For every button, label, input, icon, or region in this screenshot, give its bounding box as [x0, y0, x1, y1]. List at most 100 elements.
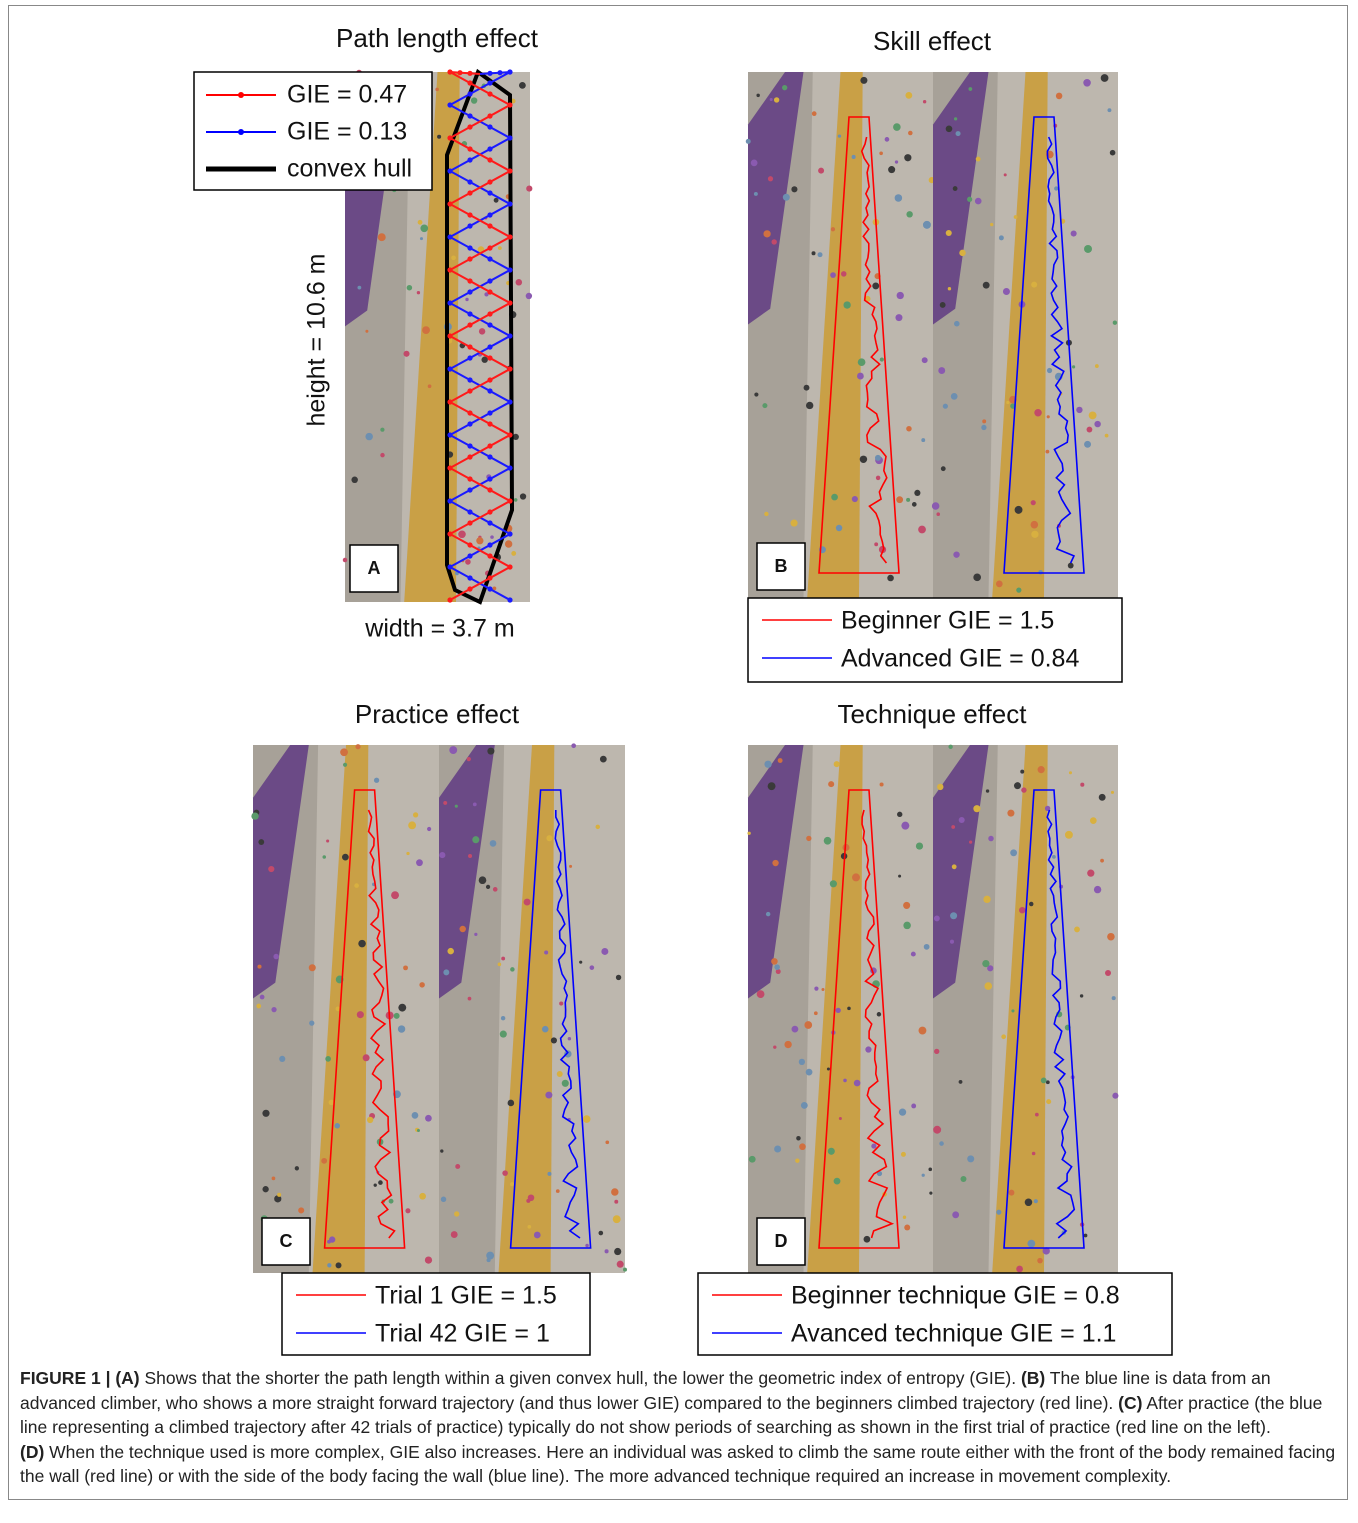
trajectory-point — [487, 278, 492, 283]
hold — [1047, 415, 1050, 418]
hold — [903, 1216, 906, 1219]
hold — [335, 1123, 340, 1128]
hold — [912, 502, 917, 507]
trajectory-point — [467, 377, 472, 382]
hold — [996, 581, 1003, 588]
hold — [487, 1258, 491, 1262]
hold — [953, 551, 959, 557]
caption: FIGURE 1 | (A) Shows that the shorter th… — [20, 1366, 1338, 1489]
trajectory-point — [487, 509, 492, 514]
hold — [545, 1092, 552, 1099]
trajectory-point — [467, 476, 472, 481]
hold — [336, 1262, 342, 1268]
hold — [756, 94, 759, 97]
hold — [1100, 859, 1104, 863]
hold — [1025, 1199, 1033, 1207]
hold — [605, 1140, 609, 1144]
panel-letter: D — [775, 1231, 788, 1251]
hold — [601, 948, 608, 955]
hold — [458, 530, 466, 538]
hold — [1113, 321, 1117, 325]
hold — [914, 490, 920, 496]
hold — [1001, 1034, 1006, 1039]
hold — [916, 842, 923, 849]
panel-title: Technique effect — [838, 699, 1028, 729]
hold — [749, 1156, 756, 1163]
hold — [1015, 506, 1023, 514]
hold — [906, 211, 912, 217]
hold — [895, 160, 898, 163]
hold — [981, 425, 986, 430]
panel-letter: A — [368, 558, 381, 578]
hold — [746, 139, 751, 144]
trajectory-point — [467, 421, 472, 426]
panel-letter: C — [280, 1231, 293, 1251]
trajectory-point — [507, 597, 512, 602]
hold — [801, 1102, 808, 1109]
hold — [783, 194, 790, 201]
hold — [904, 154, 911, 161]
trajectory-point — [487, 91, 492, 96]
hold — [932, 502, 940, 510]
hold — [865, 1046, 871, 1052]
hold — [443, 969, 449, 975]
trajectory-point — [487, 124, 492, 129]
hold — [412, 1112, 419, 1119]
hold — [1065, 831, 1073, 839]
caption-label: (C) — [1118, 1393, 1142, 1413]
hold — [830, 272, 836, 278]
hold — [571, 743, 576, 748]
hold — [791, 520, 798, 527]
trajectory-point — [487, 71, 492, 76]
hold — [841, 271, 846, 276]
hold — [1003, 288, 1010, 295]
hold — [510, 967, 515, 972]
hold — [812, 251, 816, 255]
hold — [839, 1117, 842, 1120]
hold — [831, 227, 835, 231]
hold — [486, 1252, 494, 1260]
hold — [799, 1143, 806, 1150]
hold — [1056, 93, 1063, 100]
hold — [888, 166, 895, 173]
hold — [498, 246, 502, 250]
hold — [954, 321, 960, 327]
hold — [325, 1056, 331, 1062]
hold — [351, 477, 358, 484]
hold — [959, 817, 965, 823]
hold — [792, 1026, 799, 1033]
legend-label: Beginner GIE = 1.5 — [841, 607, 1054, 635]
hold — [933, 1126, 941, 1134]
hold — [924, 944, 930, 950]
hold — [437, 135, 441, 139]
hold — [799, 1059, 805, 1065]
hold — [367, 1117, 373, 1123]
hold — [391, 891, 399, 899]
trajectory-point — [487, 553, 492, 558]
hold — [1016, 1266, 1023, 1273]
hold — [416, 859, 423, 866]
hold — [959, 1080, 963, 1084]
hold — [898, 875, 901, 878]
hold — [1080, 994, 1083, 997]
hold — [1105, 970, 1111, 976]
hold — [516, 279, 523, 286]
hold — [481, 356, 487, 362]
trajectory-point — [467, 113, 472, 118]
hold — [439, 852, 445, 858]
hold — [380, 453, 384, 457]
hold — [906, 498, 910, 502]
hold — [1101, 74, 1109, 82]
hold — [1080, 783, 1084, 787]
hold — [923, 221, 931, 229]
trajectory-point — [447, 102, 452, 107]
hold — [946, 230, 952, 236]
hold — [472, 836, 479, 843]
hold — [830, 880, 837, 887]
trajectory-point — [467, 212, 472, 217]
trajectory-point — [467, 146, 472, 151]
hold — [934, 915, 940, 921]
trajectory-point — [507, 201, 512, 206]
hold — [493, 887, 498, 892]
legend-label: Avanced technique GIE = 1.1 — [791, 1320, 1116, 1348]
